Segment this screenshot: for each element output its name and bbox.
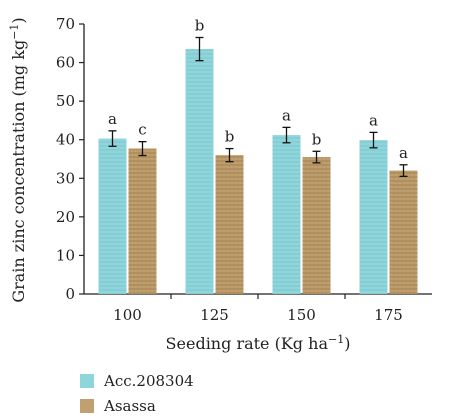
legend-item-asassa: Asassa — [80, 395, 194, 417]
y-tick-label: 70 — [56, 15, 75, 33]
legend-item-acc208304: Acc.208304 — [80, 370, 194, 392]
y-axis-title: Grain zinc concentration (mg kg−1) — [8, 17, 28, 302]
legend-label-asassa: Asassa — [104, 397, 156, 415]
bar-acc208304 — [359, 140, 388, 294]
significance-letter: b — [312, 130, 322, 148]
bar-acc208304 — [98, 138, 127, 294]
legend-label-acc208304: Acc.208304 — [104, 372, 194, 390]
y-tick-label: 30 — [56, 169, 75, 187]
x-tick-label: 150 — [287, 306, 316, 324]
x-axis-title: Seeding rate (Kg ha−1) — [166, 333, 351, 353]
y-tick-label: 40 — [56, 131, 75, 149]
y-tick-label: 50 — [56, 92, 75, 110]
significance-letter: b — [225, 128, 235, 146]
legend-swatch-acc208304 — [80, 374, 94, 388]
y-tick-label: 60 — [56, 54, 75, 72]
bar-asassa — [128, 148, 157, 294]
bar-acc208304 — [272, 135, 301, 294]
significance-letter: a — [108, 110, 117, 128]
y-tick-label: 20 — [56, 208, 75, 226]
bar-asassa — [302, 157, 331, 294]
y-tick-label: 10 — [56, 246, 75, 264]
x-tick-label: 100 — [113, 306, 142, 324]
legend-swatch-asassa — [80, 399, 94, 413]
x-tick-label: 175 — [374, 306, 403, 324]
significance-letter: a — [282, 106, 291, 124]
legend: Acc.208304 Asassa — [80, 370, 194, 420]
significance-letter: a — [399, 144, 408, 162]
plot-area: 0 10 20 30 40 50 60 70 100 a c 125 b b 150 a b 175 a a — [56, 15, 432, 324]
bar-acc208304 — [185, 49, 214, 295]
significance-letter: a — [369, 111, 378, 129]
bar-asassa — [215, 155, 244, 294]
significance-letter: c — [138, 121, 146, 139]
bar-asassa — [389, 170, 418, 294]
y-tick-label: 0 — [65, 285, 75, 303]
significance-letter: b — [195, 17, 205, 35]
x-tick-label: 125 — [200, 306, 229, 324]
